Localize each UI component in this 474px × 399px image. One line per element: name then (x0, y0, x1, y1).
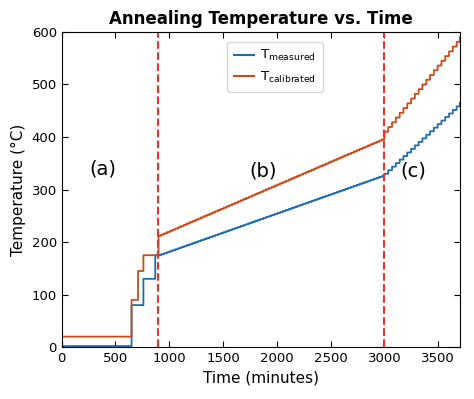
Text: (c): (c) (401, 162, 427, 181)
Text: (b): (b) (249, 162, 277, 181)
X-axis label: Time (minutes): Time (minutes) (203, 371, 319, 385)
Title: Annealing Temperature vs. Time: Annealing Temperature vs. Time (109, 10, 412, 28)
Text: (a): (a) (89, 159, 116, 178)
Y-axis label: Temperature (°C): Temperature (°C) (11, 123, 26, 256)
Legend: T$_{\mathregular{measured}}$, T$_{\mathregular{calibrated}}$: T$_{\mathregular{measured}}$, T$_{\mathr… (228, 41, 323, 92)
